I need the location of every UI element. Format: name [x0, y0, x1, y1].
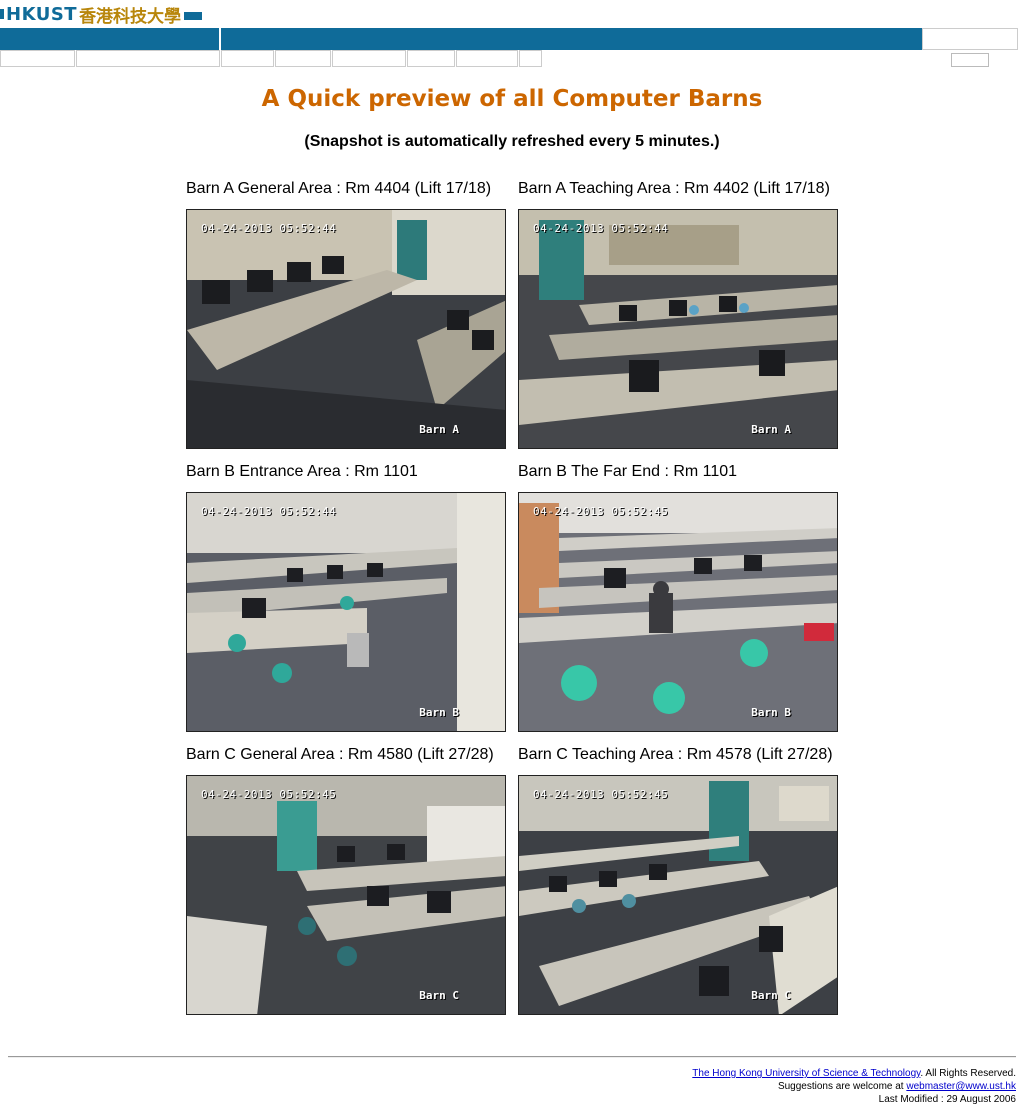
camera-label: Barn A	[751, 423, 791, 436]
camera-snapshot-barn-c-general[interactable]: 04-24-2013 05:52:45 Barn C	[186, 775, 506, 1015]
camera-scene	[187, 210, 505, 448]
webmaster-email-link[interactable]: webmaster@www.ust.hk	[906, 1081, 1016, 1092]
nav-cell[interactable]	[76, 50, 220, 67]
logo-bar-icon	[184, 11, 203, 20]
suggestions-text: Suggestions are welcome at	[777, 1081, 907, 1092]
header-band-left	[0, 28, 219, 50]
logo-text-en: HKUST	[6, 3, 78, 25]
header-band-end	[922, 28, 1018, 50]
footer-suggestions: Suggestions are welcome at webmaster@www…	[778, 1081, 1016, 1092]
camera-timestamp: 04-24-2013 05:52:45	[533, 788, 669, 801]
nav-cell[interactable]	[407, 50, 455, 67]
camera-snapshot-barn-c-teaching[interactable]: 04-24-2013 05:52:45 Barn C	[518, 775, 838, 1015]
hkust-logo[interactable]: HKUST 香港科技大學	[0, 2, 203, 27]
nav-cell[interactable]	[221, 50, 274, 67]
camera-timestamp: 04-24-2013 05:52:44	[201, 222, 337, 235]
camera-label: Barn B	[751, 706, 791, 719]
camera-timestamp: 04-24-2013 05:52:45	[533, 505, 669, 518]
camera-caption: Barn B Entrance Area : Rm 1101	[186, 463, 418, 480]
search-box[interactable]	[951, 53, 989, 67]
camera-caption: Barn C General Area : Rm 4580 (Lift 27/2…	[186, 746, 494, 763]
logo-square-icon	[0, 9, 4, 19]
camera-scene	[519, 776, 837, 1014]
camera-snapshot-barn-b-far-end[interactable]: 04-24-2013 05:52:45 Barn B	[518, 492, 838, 732]
camera-snapshot-barn-b-entrance[interactable]: 04-24-2013 05:52:44 Barn B	[186, 492, 506, 732]
page-title: A Quick preview of all Computer Barns	[261, 86, 763, 112]
header-band-main	[221, 28, 922, 50]
page-subtitle: (Snapshot is automatically refreshed eve…	[304, 133, 720, 150]
nav-cell[interactable]	[456, 50, 518, 67]
camera-scene	[519, 210, 837, 448]
camera-caption: Barn B The Far End : Rm 1101	[518, 463, 738, 480]
nav-cell[interactable]	[0, 50, 75, 67]
camera-snapshot-barn-a-teaching[interactable]: 04-24-2013 05:52:44 Barn A	[518, 209, 838, 449]
camera-scene	[187, 776, 505, 1014]
camera-scene	[519, 493, 837, 731]
camera-snapshot-barn-a-general[interactable]: 04-24-2013 05:52:44 Barn A	[186, 209, 506, 449]
footer-copyright: The Hong Kong University of Science & Te…	[692, 1068, 1016, 1079]
camera-caption: Barn C Teaching Area : Rm 4578 (Lift 27/…	[518, 746, 833, 763]
camera-timestamp: 04-24-2013 05:52:44	[201, 505, 337, 518]
camera-caption: Barn A Teaching Area : Rm 4402 (Lift 17/…	[518, 180, 830, 197]
camera-label: Barn B	[419, 706, 459, 719]
nav-cell[interactable]	[332, 50, 406, 67]
university-link[interactable]: The Hong Kong University of Science & Te…	[692, 1068, 921, 1079]
camera-label: Barn C	[419, 989, 459, 1002]
footer-divider	[8, 1056, 1016, 1058]
camera-timestamp: 04-24-2013 05:52:44	[533, 222, 669, 235]
camera-label: Barn A	[419, 423, 459, 436]
logo-text-zh: 香港科技大學	[79, 6, 182, 27]
camera-timestamp: 04-24-2013 05:52:45	[201, 788, 337, 801]
last-modified: Last Modified : 29 August 2006	[878, 1094, 1016, 1105]
rights-text: . All Rights Reserved.	[920, 1068, 1016, 1079]
nav-cell[interactable]	[519, 50, 542, 67]
camera-label: Barn C	[751, 989, 791, 1002]
camera-scene	[187, 493, 505, 731]
nav-cell[interactable]	[275, 50, 331, 67]
camera-caption: Barn A General Area : Rm 4404 (Lift 17/1…	[186, 180, 492, 197]
